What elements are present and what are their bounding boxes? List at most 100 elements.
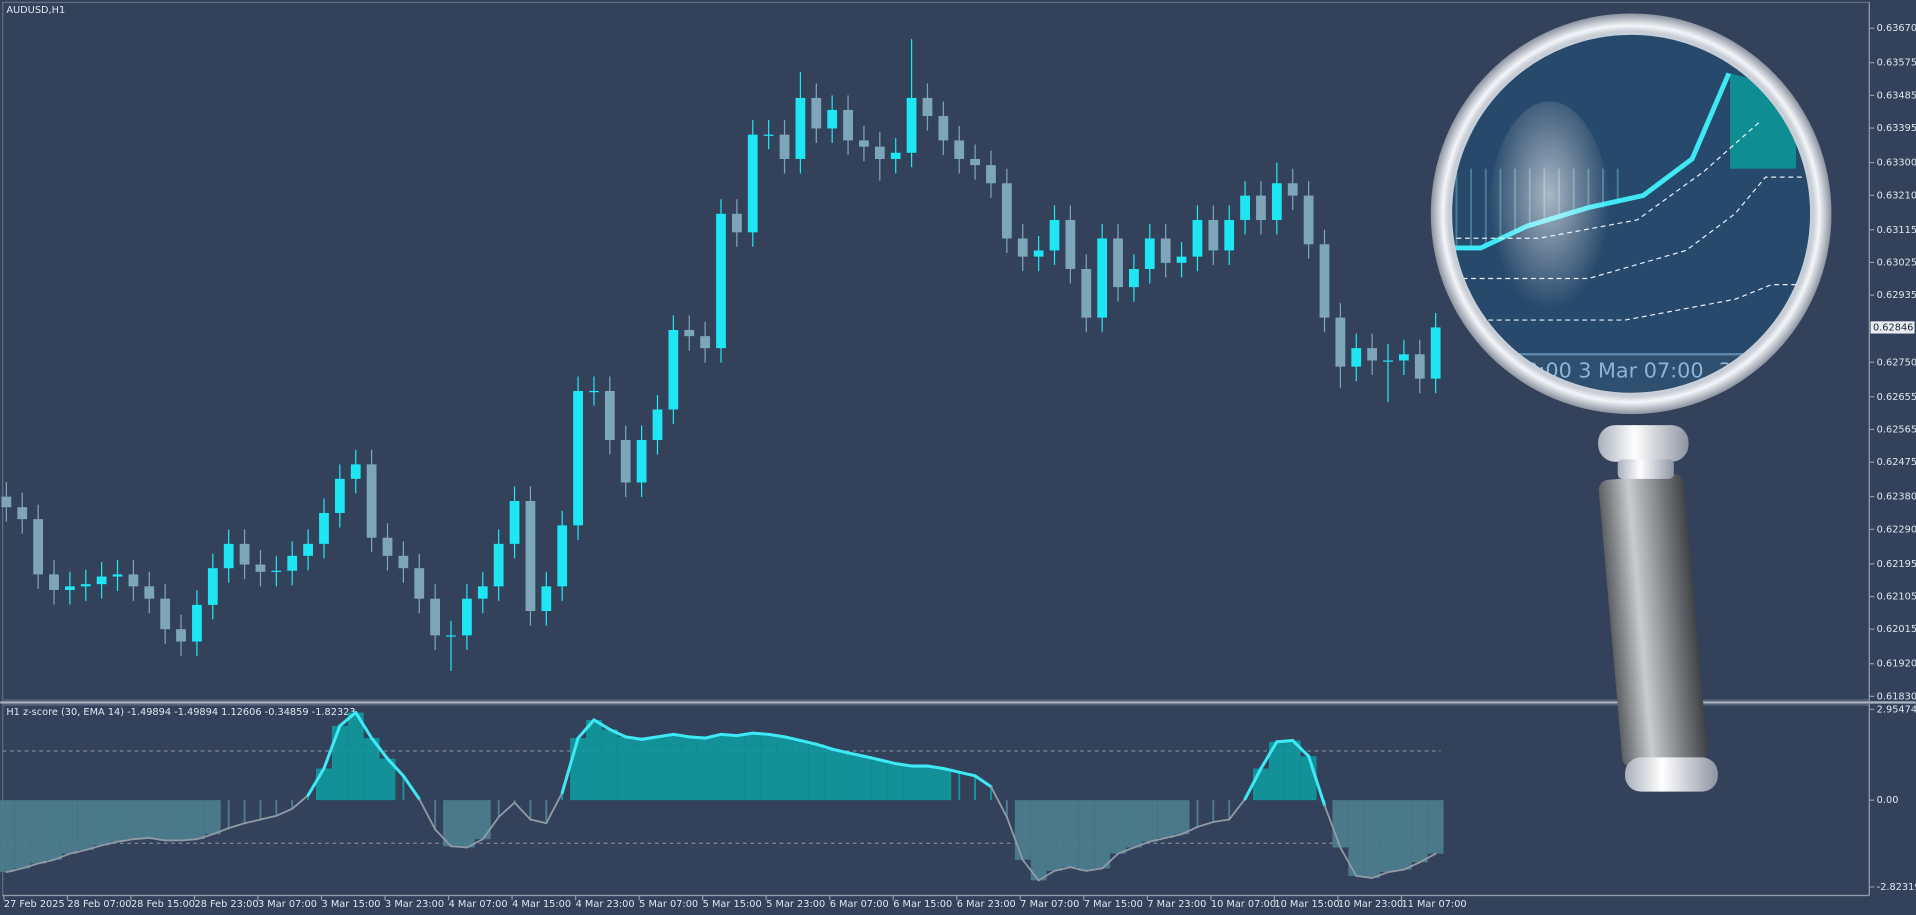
y-tick-label: 0.62015 (1877, 624, 1916, 635)
y-tick-label: 0.63025 (1877, 257, 1916, 268)
zscore-line (450, 845, 468, 849)
zscore-line (925, 764, 945, 771)
candle-body (700, 336, 711, 349)
zscore-line (1243, 766, 1263, 801)
histogram-bar (157, 800, 174, 841)
histogram-bar (633, 739, 650, 801)
zscore-line (1228, 798, 1246, 821)
zscore-line (783, 735, 802, 743)
histogram-bar (744, 733, 761, 801)
candle-body (716, 213, 726, 349)
x-tick-label: 6 Mar 15:00 (893, 899, 952, 910)
candle-body (1208, 219, 1219, 251)
magnifier-collar (1617, 459, 1674, 479)
histogram-bar (316, 768, 332, 801)
zscore-line (306, 766, 326, 797)
magnifier: 23:00 3 Mar 07:00 3 (1430, 13, 1832, 792)
x-tick-label: 11 Mar 07:00 (1401, 899, 1466, 910)
zscore-line (1212, 818, 1231, 823)
histogram-bar (443, 800, 459, 847)
zscore-line (878, 758, 898, 766)
histogram-bar (697, 738, 714, 801)
histogram-bar (824, 749, 841, 801)
candle-body (128, 574, 139, 587)
y-tick-label: 0.62105 (1877, 592, 1916, 603)
zscore-line (291, 794, 310, 810)
y-tick-label: 0.62655 (1877, 392, 1916, 403)
zscore-line (338, 711, 358, 728)
zscore-line (1180, 825, 1199, 836)
x-tick-label: 3 Mar 07:00 (258, 899, 317, 910)
candle-body (493, 543, 504, 587)
histogram-bar (903, 766, 920, 801)
candle-body (986, 165, 996, 184)
histogram-bar (0, 800, 15, 873)
y-tick-label: 0.62195 (1877, 559, 1916, 570)
candle-body (271, 570, 282, 572)
candle-body (96, 576, 107, 585)
candle-body (398, 555, 409, 569)
candle-body (541, 586, 552, 612)
lens-time-label: 3 Mar 07:00 (1578, 358, 1703, 382)
candle-body (49, 574, 59, 590)
indicator-title: H1 z-score (30, EMA 14) -1.49894 -1.4989… (6, 707, 355, 718)
zscore-line (322, 724, 342, 771)
candle-body (1256, 195, 1266, 220)
zscore-line (608, 727, 628, 739)
magnifier-cap (1625, 757, 1718, 792)
histogram-bar (1094, 800, 1111, 869)
zscore-line (385, 757, 405, 778)
candle-body (17, 507, 28, 520)
histogram-bar (141, 800, 158, 838)
lens-glare (1488, 101, 1611, 334)
x-tick-label: 5 Mar 15:00 (703, 899, 762, 910)
candle-body (207, 568, 218, 605)
zscore-line (1196, 821, 1215, 828)
histogram-bar (46, 800, 62, 860)
candle-body (636, 440, 647, 483)
x-tick-label: 7 Mar 15:00 (1084, 899, 1143, 910)
candle-body (1240, 195, 1250, 220)
candle-body (811, 97, 822, 129)
histogram-bar (1427, 800, 1444, 854)
candle-body (287, 555, 298, 571)
candle-body (747, 134, 758, 233)
candle-body (1176, 256, 1187, 263)
candle-body (334, 478, 345, 513)
y-tick-label: 0.62290 (1877, 524, 1916, 535)
zscore-line (576, 718, 596, 740)
candle-body (1430, 327, 1441, 379)
candle-body (1, 496, 12, 508)
x-tick-label: 5 Mar 07:00 (639, 899, 698, 910)
zscore-line (1418, 852, 1437, 864)
histogram-bar (1062, 800, 1079, 868)
x-tick-label: 4 Mar 23:00 (576, 899, 635, 910)
zscore-line (227, 822, 246, 830)
zscore-line (418, 798, 437, 831)
zscore-line (1402, 861, 1421, 871)
candle-body (477, 586, 488, 599)
y-tick-label: 0.61830 (1877, 691, 1916, 702)
candle-body (859, 140, 869, 147)
histogram-bar (1268, 741, 1285, 801)
histogram-bar (760, 734, 777, 801)
histogram-bar (1125, 800, 1142, 848)
zscore-line (1355, 874, 1374, 879)
zscore-line (1291, 739, 1311, 758)
histogram-bar (1253, 768, 1269, 801)
zscore-line (1101, 852, 1119, 870)
histogram-bar (1348, 800, 1365, 876)
candle-body (1049, 219, 1060, 251)
zscore-line (100, 840, 119, 847)
zscore-line (370, 736, 390, 761)
zscore-line (640, 735, 660, 741)
zscore-line (941, 766, 961, 774)
candle-body (462, 598, 472, 636)
zscore-line (973, 774, 993, 789)
zscore-line (1371, 871, 1389, 879)
zscore-line (275, 807, 294, 817)
histogram-bar (1030, 800, 1047, 881)
lens-edge (1448, 31, 1814, 397)
zscore-line (957, 770, 977, 778)
